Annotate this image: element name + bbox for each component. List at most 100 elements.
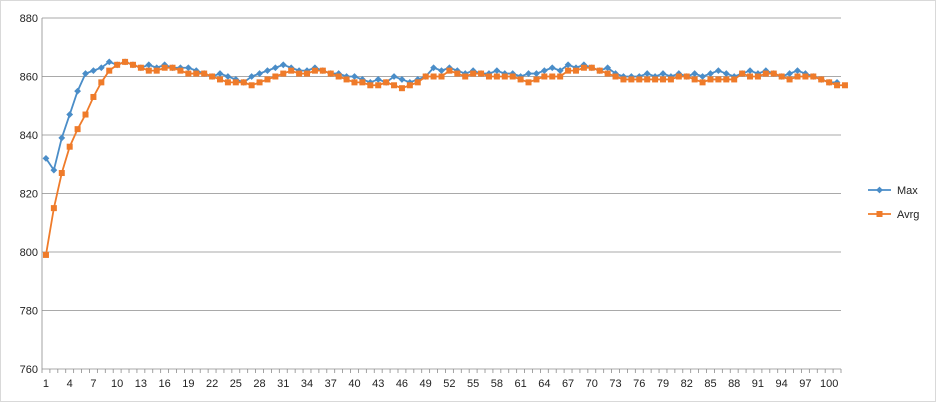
legend: Max Avrg: [868, 185, 919, 221]
data-point: [580, 64, 587, 71]
data-point: [105, 58, 113, 66]
data-point: [533, 70, 540, 77]
data-point: [367, 82, 374, 89]
data-point: [525, 70, 532, 77]
x-tick-label: 97: [799, 378, 811, 390]
x-tick-label: 10: [111, 378, 123, 390]
data-point: [216, 70, 224, 77]
gridlines: [42, 17, 841, 311]
x-tick-label: 40: [348, 378, 360, 390]
data-point: [596, 67, 603, 74]
x-tick-label: 85: [704, 378, 716, 390]
data-point: [565, 67, 572, 74]
y-tick-label: 760: [20, 364, 38, 376]
x-tick-label: 79: [657, 378, 669, 390]
data-point: [723, 76, 730, 83]
data-point: [588, 64, 595, 71]
data-point: [557, 73, 564, 80]
x-tick-label: 46: [396, 378, 408, 390]
y-axis: 760 780 800 820 840 860 880: [20, 13, 38, 376]
data-point: [604, 64, 612, 72]
y-tick-label: 780: [20, 306, 38, 318]
x-tick-label: 22: [206, 378, 218, 390]
data-point: [430, 64, 437, 72]
data-point: [604, 70, 611, 77]
data-point: [351, 79, 358, 86]
data-point: [794, 73, 801, 80]
data-point: [177, 67, 184, 74]
y-tick-label: 880: [20, 13, 38, 25]
data-point: [256, 70, 263, 77]
data-point: [256, 79, 263, 86]
data-point: [74, 126, 81, 133]
data-point: [501, 73, 508, 80]
data-point: [414, 79, 421, 86]
data-point: [470, 70, 477, 77]
data-point: [660, 76, 667, 83]
data-point: [810, 73, 817, 80]
data-point: [90, 93, 97, 100]
data-point: [834, 82, 841, 89]
data-point: [826, 79, 833, 86]
data-point: [58, 134, 66, 142]
x-tick-label: 19: [182, 378, 194, 390]
legend-label: Avrg: [897, 209, 919, 221]
data-point: [280, 70, 287, 77]
data-point: [699, 79, 706, 86]
data-point: [644, 76, 651, 83]
data-point: [279, 61, 287, 69]
data-point: [564, 61, 572, 69]
data-point: [493, 67, 501, 75]
data-point: [541, 73, 548, 80]
data-point: [438, 73, 445, 80]
data-point: [398, 85, 405, 92]
x-tick-label: 73: [609, 378, 621, 390]
data-point: [374, 76, 382, 83]
data-point: [184, 64, 192, 72]
series-line-avrg: [45, 60, 845, 256]
data-point: [841, 82, 848, 89]
data-point: [446, 67, 453, 74]
data-point: [240, 79, 247, 86]
x-tick-label: 61: [514, 378, 526, 390]
series-avrg: [42, 58, 848, 258]
x-tick-label: 64: [538, 378, 550, 390]
data-point: [335, 73, 342, 80]
data-point: [667, 76, 674, 83]
data-point: [391, 82, 398, 89]
data-point: [517, 76, 524, 83]
data-point: [509, 73, 516, 80]
data-point: [747, 73, 754, 80]
data-point: [770, 70, 777, 77]
data-point: [90, 67, 97, 75]
data-point: [42, 155, 50, 162]
y-tick-label: 860: [20, 72, 38, 84]
data-point: [311, 67, 318, 74]
x-tick-label: 25: [230, 378, 242, 390]
data-point: [82, 70, 89, 77]
legend-label: Max: [897, 185, 918, 197]
data-point: [224, 73, 232, 80]
x-tick-label: 94: [776, 378, 788, 390]
data-point: [754, 73, 761, 80]
data-point: [209, 73, 216, 80]
data-point: [794, 67, 801, 75]
data-point: [122, 58, 129, 65]
data-point: [161, 64, 168, 71]
data-point: [271, 64, 279, 72]
data-point: [224, 79, 231, 86]
data-point: [636, 76, 643, 83]
data-point: [731, 76, 738, 83]
series-group: [42, 58, 848, 258]
data-point: [98, 79, 105, 86]
data-point: [478, 70, 485, 77]
x-tick-label: 28: [253, 378, 265, 390]
data-point: [50, 205, 57, 212]
x-tick-label: 4: [67, 378, 73, 390]
data-point: [659, 70, 667, 77]
data-point: [438, 67, 445, 75]
data-point: [145, 67, 152, 74]
data-point: [786, 70, 793, 77]
data-point: [422, 73, 429, 80]
data-point: [493, 73, 500, 80]
